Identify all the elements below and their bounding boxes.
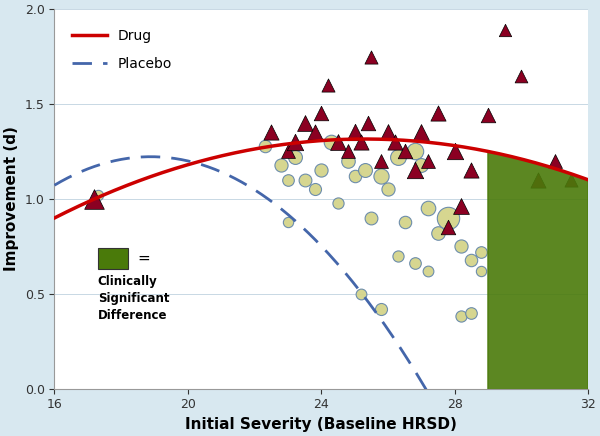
Point <box>476 249 486 255</box>
Point <box>300 119 310 126</box>
Y-axis label: Improvement (d): Improvement (d) <box>4 126 19 271</box>
Point <box>410 260 419 267</box>
Point <box>323 82 332 89</box>
X-axis label: Initial Severity (Baseline HRSD): Initial Severity (Baseline HRSD) <box>185 417 457 432</box>
Point <box>326 139 336 146</box>
Point <box>290 139 299 146</box>
Point <box>443 224 453 231</box>
Point <box>483 112 493 119</box>
Point <box>300 177 310 184</box>
Point <box>466 256 476 263</box>
Point <box>550 157 559 164</box>
Point <box>416 129 426 136</box>
Point <box>390 139 400 146</box>
Point <box>500 27 509 34</box>
Point <box>383 129 392 136</box>
Text: Clinically
Significant
Difference: Clinically Significant Difference <box>98 275 169 322</box>
Point <box>367 53 376 60</box>
Point <box>457 313 466 320</box>
Point <box>566 177 576 184</box>
Point <box>316 110 326 117</box>
Point <box>457 203 466 210</box>
Point <box>343 157 353 164</box>
Text: =: = <box>138 251 151 266</box>
Point <box>393 252 403 259</box>
Point <box>333 199 343 206</box>
Point <box>376 157 386 164</box>
Point <box>410 167 419 174</box>
Point <box>89 195 99 202</box>
Point <box>393 153 403 160</box>
Point <box>533 177 543 184</box>
Point <box>260 142 269 149</box>
Point <box>476 267 486 274</box>
Polygon shape <box>488 151 588 436</box>
Point <box>367 215 376 221</box>
Point <box>466 167 476 174</box>
Point <box>290 153 299 160</box>
Point <box>277 161 286 168</box>
Point <box>400 218 409 225</box>
Point <box>310 186 319 193</box>
Point <box>433 110 443 117</box>
Point <box>517 72 526 79</box>
Point <box>363 119 373 126</box>
Point <box>423 267 433 274</box>
Point <box>283 148 293 155</box>
Point <box>376 305 386 312</box>
Point <box>310 129 319 136</box>
Point <box>376 173 386 180</box>
Point <box>443 215 453 221</box>
Point <box>400 148 409 155</box>
Point <box>356 139 366 146</box>
Point <box>350 173 359 180</box>
Point <box>283 218 293 225</box>
Point <box>450 148 460 155</box>
Point <box>410 148 419 155</box>
Bar <box>98 248 128 269</box>
Point <box>433 229 443 236</box>
Point <box>266 129 276 136</box>
Point <box>316 167 326 174</box>
Point <box>416 161 426 168</box>
Point <box>350 129 359 136</box>
Point <box>423 157 433 164</box>
Point <box>423 205 433 212</box>
Point <box>360 167 370 174</box>
Point <box>466 309 476 316</box>
Point <box>343 148 353 155</box>
Point <box>356 290 366 297</box>
Legend: Drug, Placebo: Drug, Placebo <box>67 24 178 77</box>
Point <box>457 243 466 250</box>
Point <box>333 139 343 146</box>
Point <box>383 186 392 193</box>
Point <box>93 191 103 198</box>
Point <box>283 177 293 184</box>
